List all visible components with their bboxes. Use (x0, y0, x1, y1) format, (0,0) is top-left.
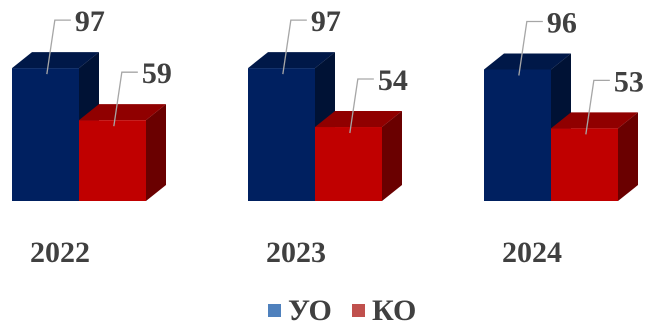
leader-line (349, 78, 374, 134)
leader-line (282, 19, 307, 75)
value-label-2022-ko: 59 (142, 57, 172, 90)
legend: УО КО (268, 294, 416, 325)
value-label-2023-uo: 97 (311, 5, 341, 38)
legend-swatch (268, 304, 281, 317)
legend-item-uo: УО (268, 294, 332, 325)
value-label-2023-ko: 54 (378, 64, 408, 97)
bar-2024-ko (551, 112, 638, 201)
leader-line (113, 71, 138, 127)
leader-line (518, 20, 543, 76)
category-label-2022: 2022 (30, 236, 90, 269)
category-label-2023: 2023 (266, 236, 326, 269)
leader-line (585, 79, 610, 135)
bar-2023-uo (248, 52, 335, 201)
category-label-2024: 2024 (502, 236, 562, 269)
legend-label: УО (288, 294, 332, 325)
legend-label: КО (372, 294, 416, 325)
bar-2022-ko (79, 104, 166, 201)
bar-2024-uo (484, 53, 571, 202)
leader-line (46, 19, 71, 75)
legend-item-ko: КО (352, 294, 416, 325)
bars-layer (12, 52, 638, 202)
bar-2023-ko (315, 111, 402, 201)
value-label-2024-ko: 53 (614, 65, 644, 98)
value-label-2022-uo: 97 (75, 5, 105, 38)
legend-swatch (352, 304, 365, 317)
value-label-2024-uo: 96 (547, 6, 577, 39)
labels-layer: 97 59 2022 97 54 2023 96 53 2024 (30, 5, 644, 269)
